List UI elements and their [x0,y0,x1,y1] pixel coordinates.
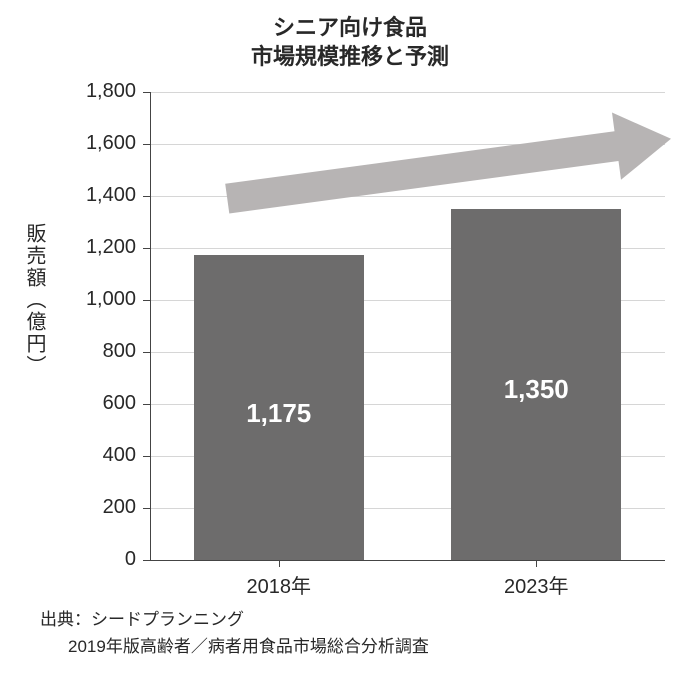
y-tick-mark [143,248,150,249]
x-tick-mark [536,560,537,567]
bar-value-label: 1,175 [194,398,364,429]
x-axis-line [150,560,665,561]
source-label: 出典： [40,610,91,629]
gridline [150,92,665,93]
chart-container: シニア向け食品 市場規模推移と予測02004006008001,0001,200… [0,0,700,683]
gridline [150,196,665,197]
y-tick-mark [143,508,150,509]
source-report: 2019年版高齢者／病者用食品市場総合分析調査 [40,633,429,660]
x-tick-mark [279,560,280,567]
y-tick-mark [143,300,150,301]
gridline [150,144,665,145]
y-tick-mark [143,352,150,353]
y-tick-mark [143,560,150,561]
x-tick-label: 2023年 [408,570,666,599]
bar-value-label: 1,350 [451,374,621,405]
y-tick-label: 0 [0,548,136,571]
chart-title: シニア向け食品 市場規模推移と予測 [0,0,700,71]
source-publisher: シードプランニング [91,610,244,629]
y-tick-mark [143,404,150,405]
y-tick-label: 600 [0,392,136,415]
y-tick-mark [143,196,150,197]
y-tick-mark [143,144,150,145]
y-tick-mark [143,456,150,457]
y-tick-label: 1,600 [0,132,136,155]
y-tick-mark [143,92,150,93]
y-tick-label: 200 [0,496,136,519]
y-tick-label: 1,800 [0,80,136,103]
y-axis-label: 販売額（億円） [20,223,49,377]
y-tick-label: 1,400 [0,184,136,207]
y-axis-line [150,92,151,561]
y-tick-label: 400 [0,444,136,467]
source-note: 出典：シードプランニング 2019年版高齢者／病者用食品市場総合分析調査 [40,606,429,660]
x-tick-label: 2018年 [150,570,408,599]
